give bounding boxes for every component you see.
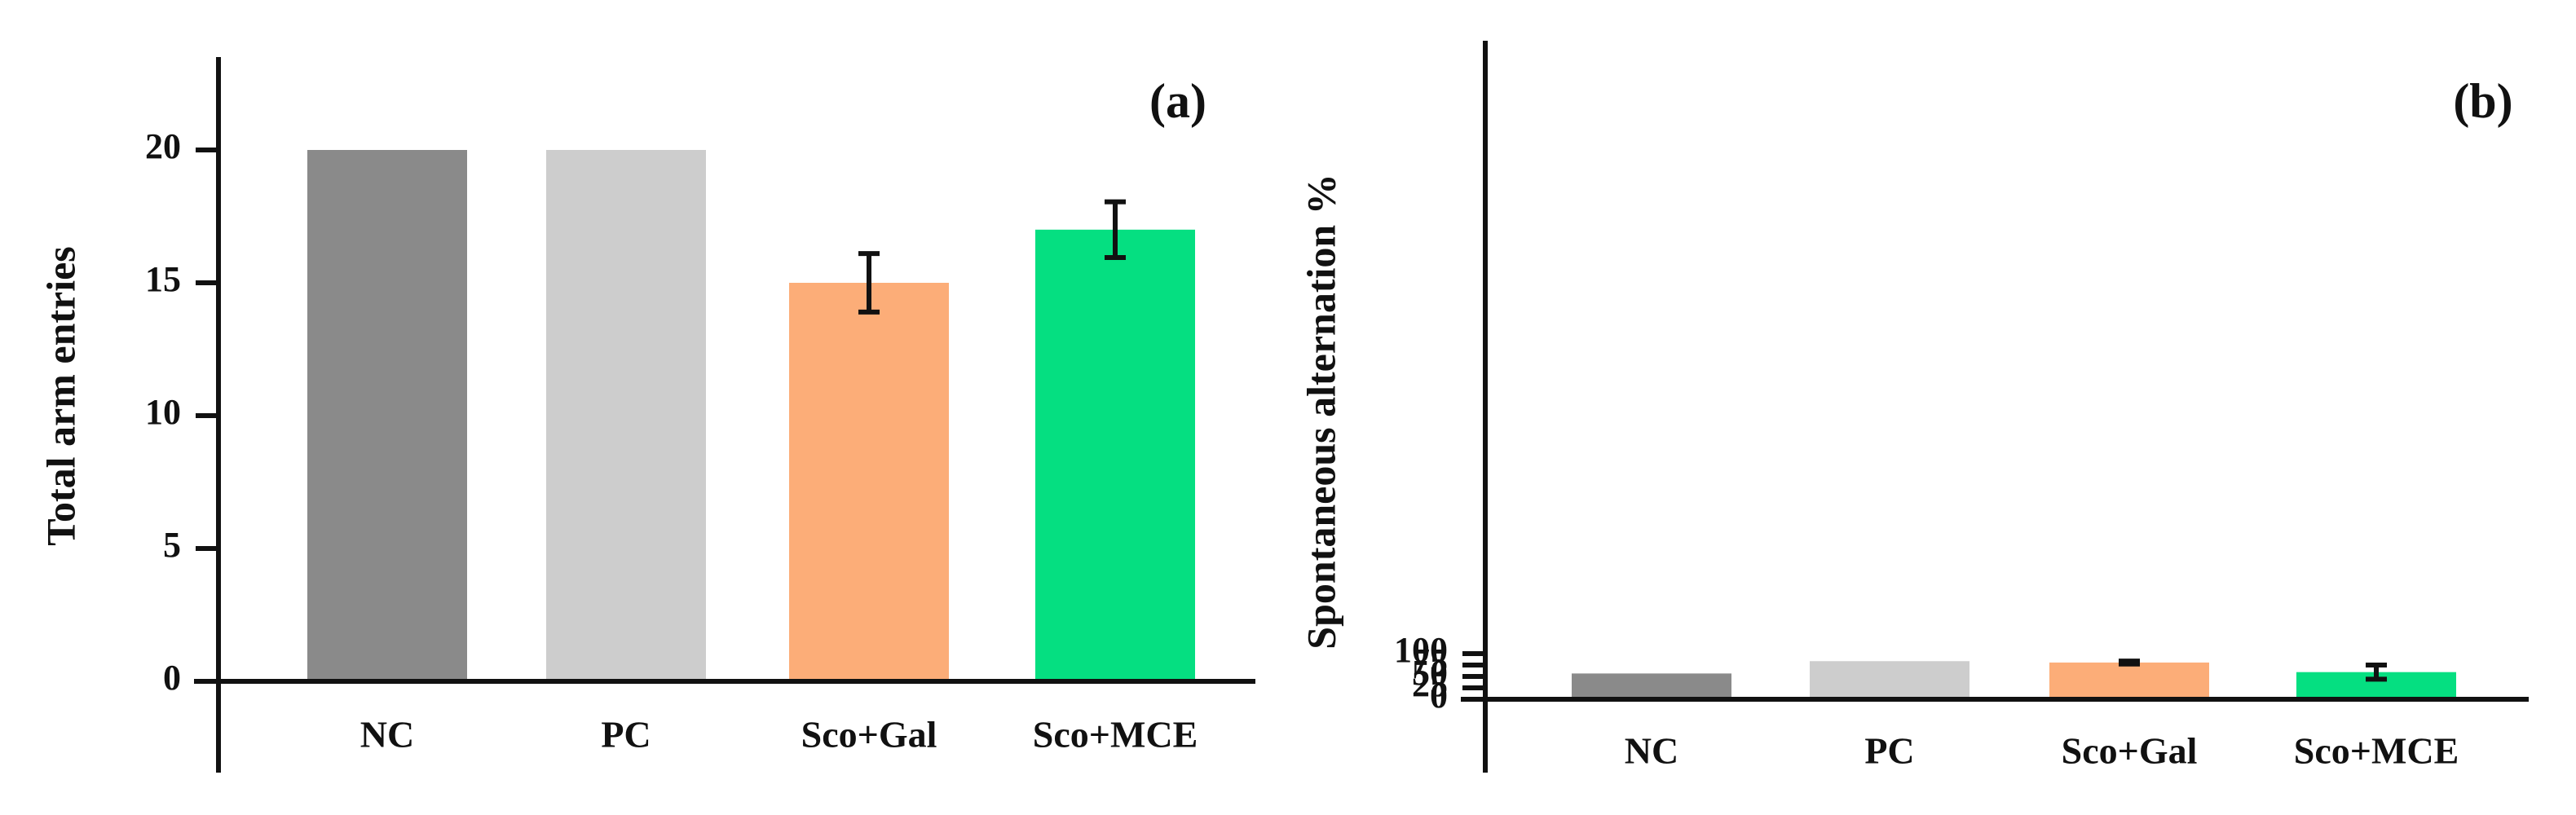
y-tick-label: 100 [1394,630,1448,670]
y-tick-label: 15 [145,259,181,299]
y-axis-title: Spontaneous alternation % [1298,174,1343,649]
error-bar-sco-mce [1105,199,1126,261]
y-tick-label: 75 [1412,641,1448,681]
x-category-label: Sco+Gal [801,714,937,756]
y-axis-title: Total arm entries [37,246,83,546]
bar-pc [546,150,706,681]
x-category-label: NC [360,714,414,756]
y-tick-label: 20 [145,126,181,166]
bar-nc [307,150,467,681]
y-tick-label: 50 [1412,653,1448,693]
error-bar-sco-mce [2366,663,2387,682]
error-bar-sco-gal [2119,659,2140,667]
x-category-label: Sco+Gal [2062,730,2198,772]
bar-pc [1810,661,1969,699]
x-category-label: Sco+MCE [2294,730,2459,772]
x-category-label: PC [601,714,651,756]
y-tick-label: 5 [163,525,181,565]
x-category-label: NC [1625,730,1678,772]
y-tick-label: 0 [163,658,181,698]
bar-sco-gal [789,283,949,681]
panel-label: (a) [1149,74,1206,128]
y-tick-label: 0 [1430,676,1448,716]
x-category-label: Sco+MCE [1033,714,1198,756]
y-tick-label: 25 [1412,664,1448,704]
error-bar-sco-gal [858,251,880,315]
bar-sco-mce [1035,229,1195,681]
x-category-label: PC [1864,730,1914,772]
bar-nc [1572,673,1731,699]
chart-panel-a: 0 5 10 15 20 NC PC Sco+Gal Sco+MCE Total arm entr… [37,57,1255,773]
panel-label: (b) [2453,74,2512,128]
bar-sco-gal [2049,662,2209,699]
y-tick-label: 10 [145,392,181,432]
